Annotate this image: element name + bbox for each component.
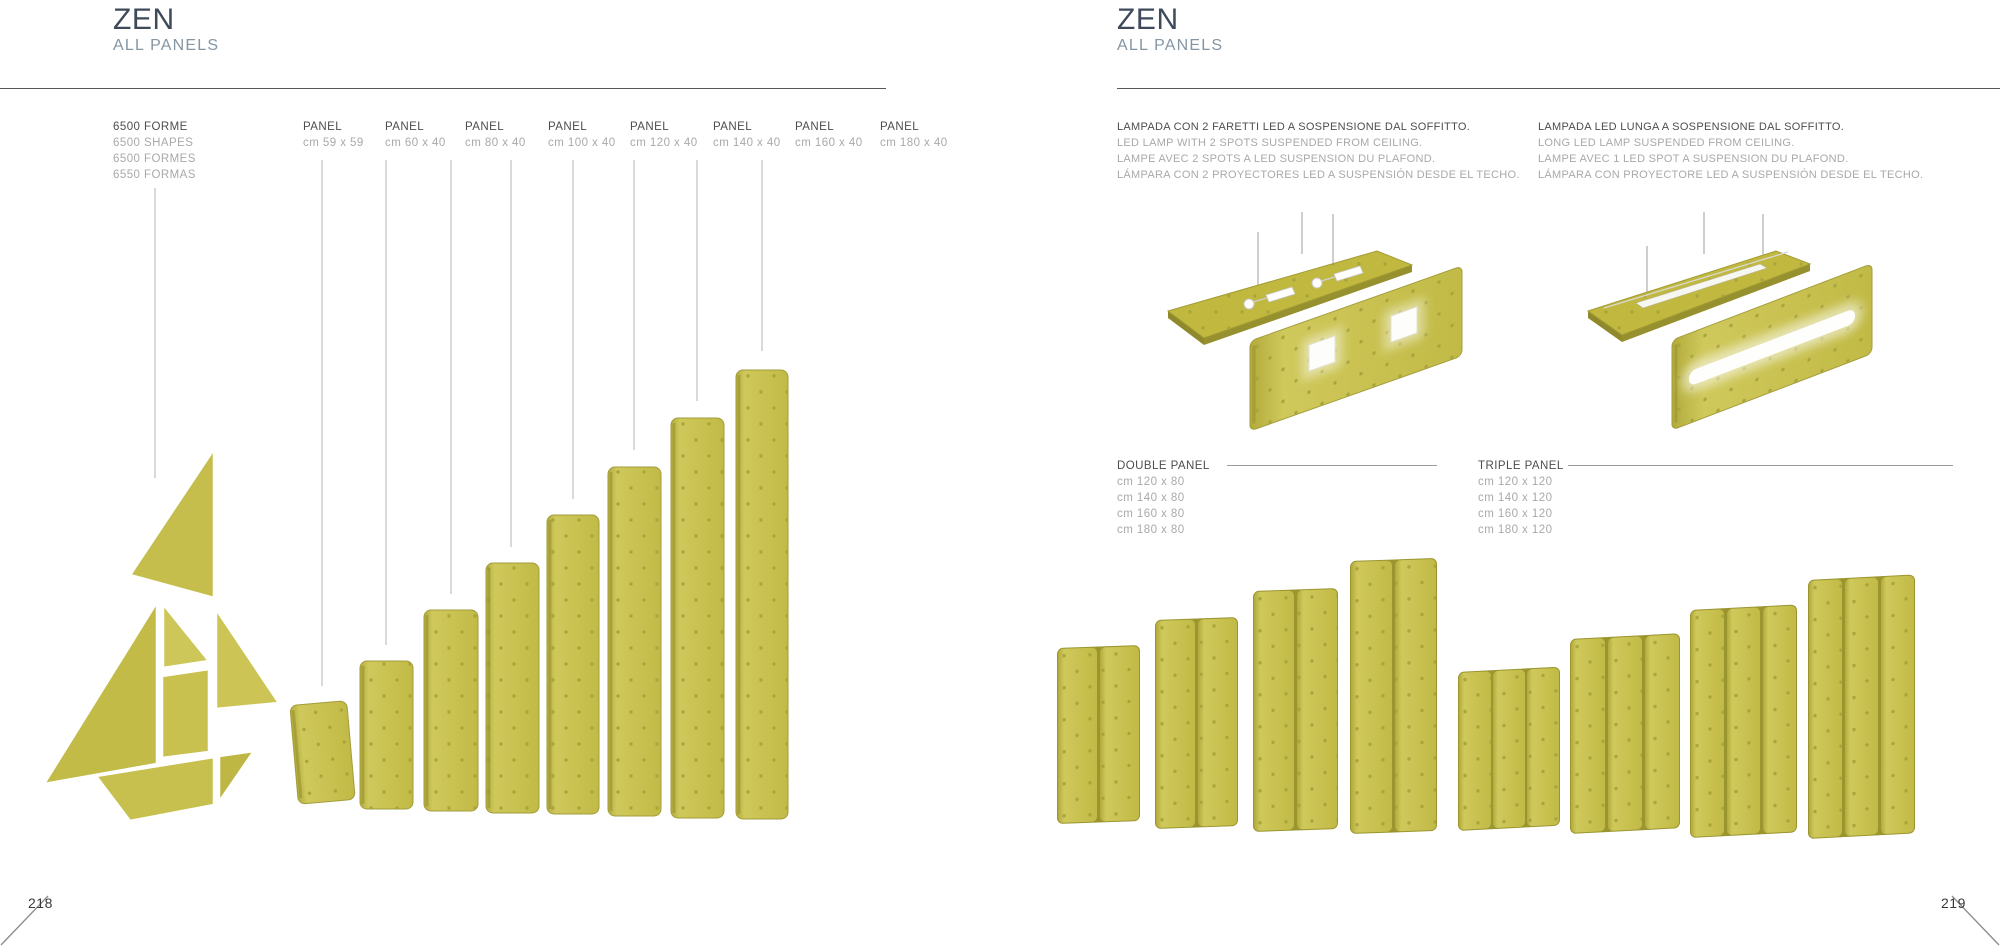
panel-column-100x40: PANEL cm 100 x 40 <box>548 119 616 151</box>
lamp-two-spots-illustration <box>1166 212 1463 430</box>
triple-panel-140x120-illustration <box>1570 633 1680 834</box>
panel-label: PANEL <box>630 121 670 133</box>
description-line-en: LONG LED LAMP SUSPENDED FROM CEILING. <box>1538 137 1795 149</box>
panel-column-59x59: PANEL cm 59 x 59 <box>303 119 364 151</box>
corner-marks <box>0 895 2000 946</box>
double-panel-size: cm 120 x 80 <box>1117 476 1185 488</box>
panel-column-80x40: PANEL cm 80 x 40 <box>465 119 526 151</box>
triple-panel-160x120-illustration <box>1690 604 1797 838</box>
triple-panel-rule <box>1568 465 1953 466</box>
description-line-fr: LAMPE AVEC 1 LED SPOT A SUSPENSION DU PL… <box>1538 153 1849 165</box>
panel-120x40-illustration <box>546 514 600 815</box>
description-line-en: LED LAMP WITH 2 SPOTS SUSPENDED FROM CEI… <box>1117 137 1423 149</box>
triple-panel-size: cm 160 x 120 <box>1478 508 1553 520</box>
double-panel-180x80-illustration <box>1350 558 1437 834</box>
panel-label: PANEL <box>303 121 343 133</box>
panel-label: PANEL <box>795 121 835 133</box>
product-name-en: 6500 SHAPES <box>113 137 194 149</box>
double-panel-120x80-illustration <box>1057 645 1140 824</box>
double-panel-size: cm 160 x 80 <box>1117 508 1185 520</box>
triple-panel-180x120-illustration <box>1808 574 1915 839</box>
panel-size: cm 59 x 59 <box>303 137 364 149</box>
left-page-number: 218 <box>28 895 53 911</box>
panel-label: PANEL <box>548 121 588 133</box>
triple-panel-size: cm 180 x 120 <box>1478 524 1553 536</box>
lamp-two-spots-description: LAMPADA CON 2 FARETTI LED A SOSPENSIONE … <box>1117 119 1520 183</box>
lamp-long-led-description: LAMPADA LED LUNGA A SOSPENSIONE DAL SOFF… <box>1538 119 1923 183</box>
panel-80x40-illustration <box>423 609 479 812</box>
right-page-subtitle: ALL PANELS <box>1117 37 1224 54</box>
leader-lines <box>154 160 763 686</box>
panel-column-160x40: PANEL cm 160 x 40 <box>795 119 863 151</box>
panel-size: cm 180 x 40 <box>880 137 948 149</box>
right-page-title: ZEN <box>1117 3 1179 36</box>
panel-140x40-illustration <box>607 466 662 817</box>
panel-size: cm 160 x 40 <box>795 137 863 149</box>
panel-59x59-illustration <box>289 700 356 805</box>
panel-180x40-illustration <box>735 369 789 820</box>
double-panel-140x80-illustration <box>1155 617 1238 829</box>
panel-column-140x40: PANEL cm 140 x 40 <box>713 119 781 151</box>
double-panel-rule <box>1227 465 1437 466</box>
panel-size: cm 120 x 40 <box>630 137 698 149</box>
double-panel-size: cm 180 x 80 <box>1117 524 1185 536</box>
triple-panel-120x120-illustration <box>1458 666 1560 831</box>
product-name-fr: 6500 FORMES <box>113 153 196 165</box>
panel-label: PANEL <box>385 121 425 133</box>
panel-label: PANEL <box>465 121 505 133</box>
product-name-block: 6500 FORME 6500 SHAPES 6500 FORMES 6550 … <box>113 119 196 183</box>
left-page-subtitle: ALL PANELS <box>113 37 220 54</box>
left-page-title: ZEN <box>113 3 175 36</box>
panel-size: cm 80 x 40 <box>465 137 526 149</box>
product-name-es: 6550 FORMAS <box>113 169 196 181</box>
description-line-es: LÁMPARA CON 2 PROYECTORES LED A SUSPENSI… <box>1117 169 1520 181</box>
panel-size: cm 140 x 40 <box>713 137 781 149</box>
panel-label: PANEL <box>880 121 920 133</box>
panel-column-120x40: PANEL cm 120 x 40 <box>630 119 698 151</box>
triple-panel-title: TRIPLE PANEL <box>1478 460 1564 472</box>
left-header-rule <box>0 88 886 89</box>
lamp-long-led-illustration <box>1586 212 1873 429</box>
description-line-es: LÁMPARA CON PROYECTORE LED A SUSPENSIÓN … <box>1538 169 1924 181</box>
description-line-fr: LAMPE AVEC 2 SPOTS A LED SUSPENSION DU P… <box>1117 153 1436 165</box>
description-line-it: LAMPADA CON 2 FARETTI LED A SOSPENSIONE … <box>1117 121 1471 133</box>
panel-60x40-illustration <box>359 660 414 810</box>
panel-column-180x40: PANEL cm 180 x 40 <box>880 119 948 151</box>
description-line-it: LAMPADA LED LUNGA A SOSPENSIONE DAL SOFF… <box>1538 121 1845 133</box>
panel-column-60x40: PANEL cm 60 x 40 <box>385 119 446 151</box>
right-header-rule <box>1117 88 2000 89</box>
panel-160x40-illustration <box>670 417 725 819</box>
triple-panel-block: TRIPLE PANEL cm 120 x 120 cm 140 x 120 c… <box>1478 458 1564 538</box>
panel-size: cm 60 x 40 <box>385 137 446 149</box>
right-page-number: 219 <box>1941 895 1966 911</box>
triple-panel-size: cm 120 x 120 <box>1478 476 1553 488</box>
panel-size: cm 100 x 40 <box>548 137 616 149</box>
tangram-sailboat-illustration <box>42 447 281 823</box>
product-name: 6500 FORME <box>113 121 188 133</box>
double-panel-block: DOUBLE PANEL cm 120 x 80 cm 140 x 80 cm … <box>1117 458 1210 538</box>
triple-panel-size: cm 140 x 120 <box>1478 492 1553 504</box>
panel-label: PANEL <box>713 121 753 133</box>
double-panel-title: DOUBLE PANEL <box>1117 460 1210 472</box>
panel-100x40-illustration <box>485 562 540 814</box>
double-panel-size: cm 140 x 80 <box>1117 492 1185 504</box>
double-panel-160x80-illustration <box>1253 588 1338 832</box>
